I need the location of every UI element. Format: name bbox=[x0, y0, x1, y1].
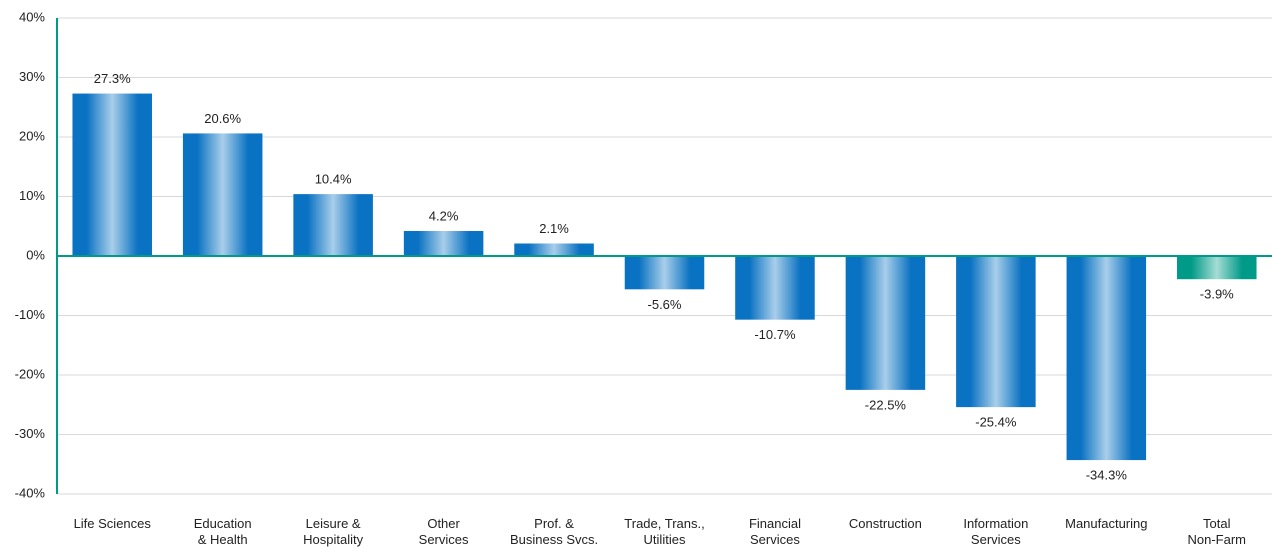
x-tick-label-line: Hospitality bbox=[303, 532, 363, 547]
x-tick-label: Other Services bbox=[419, 516, 469, 547]
x-tick-label-line: Life Sciences bbox=[74, 516, 152, 531]
bar bbox=[735, 256, 815, 320]
value-label: 27.3% bbox=[94, 71, 131, 86]
x-tick-label: Information Services bbox=[963, 516, 1028, 547]
x-tick-label-line: Services bbox=[971, 532, 1021, 547]
x-tick-label-line: Business Svcs. bbox=[510, 532, 598, 547]
bar bbox=[1066, 256, 1147, 461]
x-tick-label-line: Services bbox=[419, 532, 469, 547]
x-tick-label: Prof. & Business Svcs. bbox=[510, 516, 598, 547]
x-tick-label-line: Construction bbox=[849, 516, 922, 531]
x-tick-label-line: Financial bbox=[749, 516, 801, 531]
bar bbox=[956, 256, 1036, 408]
value-label: -5.6% bbox=[648, 297, 682, 312]
x-tick-label-line: Information bbox=[963, 516, 1028, 531]
value-label: 20.6% bbox=[204, 111, 241, 126]
bar bbox=[182, 133, 263, 256]
value-label: 10.4% bbox=[315, 172, 352, 187]
x-tick-label-line: Services bbox=[750, 532, 800, 547]
value-label: 4.2% bbox=[429, 208, 459, 223]
x-tick-label-line: & Health bbox=[198, 532, 248, 547]
value-label: -34.3% bbox=[1086, 468, 1128, 483]
bar bbox=[1177, 256, 1257, 280]
x-tick-label: Manufacturing bbox=[1065, 516, 1147, 531]
y-tick-label: -10% bbox=[15, 307, 46, 322]
x-tick-label: Financial Services bbox=[749, 516, 801, 547]
x-tick-label-line: Leisure & bbox=[306, 516, 361, 531]
y-tick-label: 40% bbox=[19, 9, 45, 24]
value-label: -22.5% bbox=[865, 397, 907, 412]
bar bbox=[845, 256, 926, 390]
y-tick-label: 0% bbox=[26, 247, 45, 262]
value-label: -10.7% bbox=[754, 327, 796, 342]
x-tick-label-line: Education bbox=[194, 516, 252, 531]
x-tick-label-line: Other bbox=[427, 516, 460, 531]
bar bbox=[403, 231, 484, 256]
y-tick-label: -30% bbox=[15, 426, 46, 441]
value-label: -3.9% bbox=[1200, 287, 1234, 302]
x-tick-label-line: Total bbox=[1203, 516, 1231, 531]
x-tick-label: Trade, Trans., Utilities bbox=[624, 516, 704, 547]
y-tick-label: -20% bbox=[15, 366, 46, 381]
x-tick-label: Total Non-Farm bbox=[1188, 516, 1247, 547]
y-tick-label: 30% bbox=[19, 69, 45, 84]
value-label: 2.1% bbox=[539, 221, 569, 236]
x-tick-label: Life Sciences bbox=[74, 516, 152, 531]
x-tick-label-line: Utilities bbox=[644, 532, 686, 547]
bar bbox=[514, 243, 594, 256]
y-tick-label: -40% bbox=[15, 485, 46, 500]
bar bbox=[293, 194, 373, 256]
x-tick-label: Leisure & Hospitality bbox=[303, 516, 363, 547]
x-tick-label-line: Non-Farm bbox=[1188, 532, 1247, 547]
x-tick-label-line: Trade, Trans., bbox=[624, 516, 704, 531]
x-tick-label: Education & Health bbox=[194, 516, 252, 547]
x-tick-label-line: Manufacturing bbox=[1065, 516, 1147, 531]
y-tick-label: 10% bbox=[19, 188, 45, 203]
bar bbox=[72, 93, 152, 256]
value-label: -25.4% bbox=[975, 415, 1017, 430]
x-tick-label-line: Prof. & bbox=[534, 516, 574, 531]
y-tick-label: 20% bbox=[19, 128, 45, 143]
bar bbox=[624, 256, 705, 290]
x-tick-label: Construction bbox=[849, 516, 922, 531]
